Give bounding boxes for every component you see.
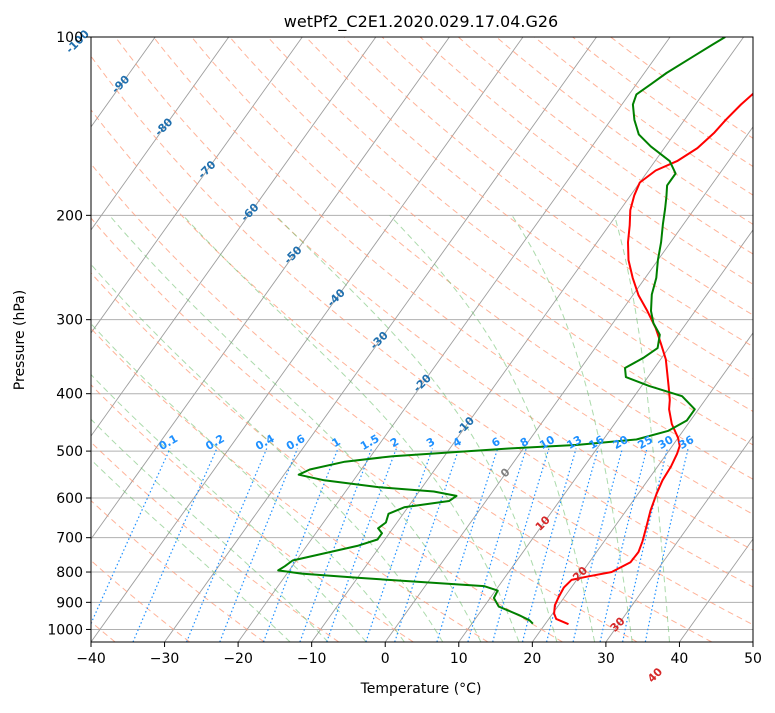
mixing-ratio-label: 20	[611, 433, 631, 452]
y-tick-label: 100	[56, 30, 83, 46]
mixing-ratio-label: 0.1	[157, 432, 180, 453]
y-tick-label: 400	[56, 387, 83, 403]
y-tick-label: 300	[56, 313, 83, 329]
dry-adiabat	[535, 37, 775, 642]
mixing-ratio-label: 10	[537, 433, 557, 452]
x-tick-label: 50	[744, 651, 762, 667]
chart-title: wetPf2_C2E1.2020.029.17.04.G26	[284, 12, 558, 32]
dry-adiabat	[268, 37, 775, 642]
x-tick-label: −40	[76, 651, 106, 667]
x-tick-label: −10	[297, 651, 327, 667]
dry-adiabat	[496, 37, 775, 642]
x-tick-label: 30	[597, 651, 615, 667]
y-axis-label: Pressure (hPa)	[12, 290, 28, 390]
frost-isotherm-label: -30	[368, 329, 391, 352]
frost-isotherm-label: -40	[324, 286, 347, 309]
dry-adiabat	[458, 37, 775, 642]
isotherm-line	[459, 37, 775, 642]
dry-adiabat	[115, 37, 775, 642]
y-tick-label: 900	[56, 595, 83, 611]
moist-adiabat	[0, 215, 366, 642]
mixing-ratio-label: 2	[388, 435, 401, 450]
frost-isotherm-label: -50	[281, 243, 304, 266]
isotherm-line	[0, 37, 229, 642]
mixing-ratio-line	[395, 449, 459, 643]
x-axis-label: Temperature (°C)	[360, 681, 482, 697]
isotherm-label: 20	[570, 564, 590, 584]
mixing-ratio-line	[623, 449, 668, 643]
mixing-ratio-line	[264, 449, 339, 643]
y-tick-label: 800	[56, 565, 83, 581]
mixing-ratio-label: 1.5	[358, 432, 381, 453]
isotherm-label: 0	[498, 465, 513, 480]
dry-adiabat	[0, 37, 637, 642]
mixing-ratio-line	[573, 449, 622, 643]
frost-isotherm-label: -90	[109, 73, 132, 96]
isotherm-line	[0, 37, 8, 642]
dewpoint-profile	[278, 37, 725, 624]
x-tick-label: −20	[223, 651, 253, 667]
dry-adiabat	[0, 37, 488, 642]
mixing-ratio-line	[366, 449, 433, 643]
dry-adiabat	[0, 37, 563, 642]
mixing-ratio-label: 0.6	[284, 432, 308, 453]
frost-isotherm-label: -70	[195, 158, 218, 181]
x-tick-label: 40	[671, 651, 689, 667]
mixing-ratio-line	[523, 449, 577, 643]
isotherm-line	[679, 37, 775, 642]
y-tick-label: 200	[56, 208, 83, 224]
isotherm-label: 10	[533, 513, 553, 533]
moist-adiabat	[390, 215, 595, 642]
frost-isotherm-label: -10	[454, 414, 477, 437]
mixing-ratio-line	[83, 449, 170, 643]
isotherm-line	[238, 37, 670, 642]
isotherm-label: 40	[645, 665, 665, 685]
y-tick-label: 1000	[47, 622, 83, 638]
y-tick-label: 600	[56, 491, 83, 507]
isotherm-line	[385, 37, 775, 642]
frost-isotherm-label: -80	[152, 115, 175, 138]
mixing-ratio-label: 13	[565, 433, 585, 452]
frost-isotherm-label: -60	[238, 201, 261, 224]
dry-adiabat	[154, 37, 775, 642]
mixing-ratio-label: 30	[656, 433, 676, 452]
mixing-ratio-label: 0.4	[253, 432, 277, 453]
x-tick-label: 10	[450, 651, 468, 667]
isotherm-line	[0, 37, 376, 642]
dry-adiabat	[344, 37, 775, 642]
x-tick-label: 0	[381, 651, 390, 667]
mixing-ratio-line	[645, 449, 688, 643]
isotherm-line	[753, 37, 775, 642]
y-tick-label: 700	[56, 531, 83, 547]
dry-adiabat	[382, 37, 775, 642]
dry-adiabat	[0, 37, 264, 642]
x-tick-label: −30	[150, 651, 180, 667]
mixing-ratio-line	[468, 449, 526, 643]
moist-adiabat	[276, 215, 557, 642]
moist-adiabat	[110, 215, 481, 642]
mixing-ratio-label: 0.2	[203, 432, 226, 453]
y-tick-label: 500	[56, 444, 83, 460]
mixing-ratio-label: 3	[424, 435, 437, 450]
mixing-ratio-label: 16	[587, 433, 607, 452]
isotherm-line	[0, 37, 302, 642]
temperature-profile	[554, 37, 775, 624]
isotherm-line	[606, 37, 775, 642]
isotherm-label: 30	[608, 614, 628, 634]
mixing-ratio-line	[133, 449, 217, 643]
moist-adiabat	[0, 215, 328, 642]
x-tick-label: 20	[523, 651, 541, 667]
dry-adiabat	[0, 37, 413, 642]
mixing-ratio-line	[437, 449, 498, 643]
mixing-ratio-line	[493, 449, 549, 643]
